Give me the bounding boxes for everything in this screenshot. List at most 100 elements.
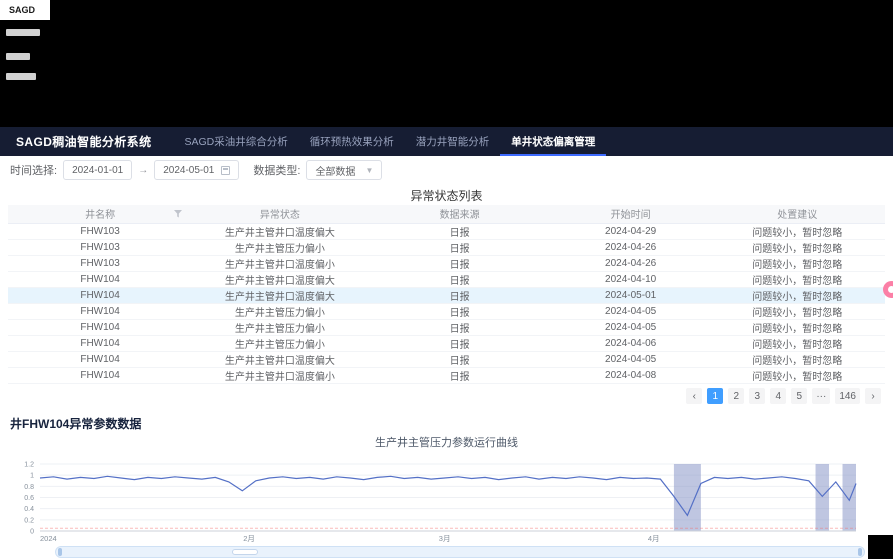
data-type-select[interactable]: 全部数据 ▼ — [306, 160, 382, 180]
table-cell: 生产井主管井口温度偏大 — [192, 271, 367, 287]
table-cell: 日报 — [368, 303, 552, 319]
table-row[interactable]: FHW104生产井主管压力偏小日报2024-04-05问题较小，暂时忽略 — [8, 303, 885, 319]
page-button[interactable]: 4 — [770, 388, 786, 404]
table-cell: 2024-04-05 — [552, 303, 710, 319]
page-button[interactable]: 5 — [791, 388, 807, 404]
table-cell: FHW104 — [8, 335, 192, 351]
column-header: 开始时间 — [552, 205, 710, 223]
table-cell: FHW104 — [8, 351, 192, 367]
prev-page-button[interactable]: ‹ — [686, 388, 702, 404]
floating-action-badge[interactable] — [883, 281, 893, 298]
table-cell: 问题较小，暂时忽略 — [710, 287, 885, 303]
svg-text:0.8: 0.8 — [24, 484, 34, 491]
top-navbar: SAGD稠油智能分析系统 SAGD采油井综合分析循环预热效果分析潜力井智能分析单… — [0, 127, 893, 156]
svg-text:2024: 2024 — [40, 534, 57, 543]
table-cell: FHW104 — [8, 319, 192, 335]
svg-text:1: 1 — [30, 473, 34, 480]
table-row[interactable]: FHW103生产井主管压力偏小日报2024-04-26问题较小，暂时忽略 — [8, 239, 885, 255]
pressure-series-line — [40, 476, 856, 515]
table-cell: 问题较小，暂时忽略 — [710, 335, 885, 351]
table-row[interactable]: FHW104生产井主管井口温度偏小日报2024-04-08问题较小，暂时忽略 — [8, 367, 885, 383]
table-cell: FHW104 — [8, 303, 192, 319]
nav-tab[interactable]: SAGD采油井综合分析 — [173, 127, 298, 156]
table-cell: 问题较小，暂时忽略 — [710, 223, 885, 239]
time-filter-label: 时间选择: — [10, 162, 57, 178]
table-cell: 问题较小，暂时忽略 — [710, 271, 885, 287]
table-row[interactable]: FHW104生产井主管压力偏小日报2024-04-05问题较小，暂时忽略 — [8, 319, 885, 335]
section-title: 井FHW104异常参数数据 — [10, 415, 141, 432]
zoom-handle-right[interactable] — [858, 548, 862, 556]
table-row[interactable]: FHW103生产井主管井口温度偏小日报2024-04-26问题较小，暂时忽略 — [8, 255, 885, 271]
table-cell: 日报 — [368, 367, 552, 383]
svg-text:2月: 2月 — [243, 534, 255, 543]
nav-tab[interactable]: 循环预热效果分析 — [299, 127, 405, 156]
text-artifact — [6, 53, 30, 60]
letterbox-corner — [868, 535, 893, 559]
table-row[interactable]: FHW104生产井主管压力偏小日报2024-04-06问题较小，暂时忽略 — [8, 335, 885, 351]
column-header: 处置建议 — [710, 205, 885, 223]
next-page-button[interactable]: › — [865, 388, 881, 404]
chevron-down-icon: ▼ — [365, 166, 373, 175]
table-cell: 日报 — [368, 223, 552, 239]
page-button[interactable]: 2 — [728, 388, 744, 404]
table-cell: 生产井主管压力偏小 — [192, 335, 367, 351]
table-cell: 生产井主管压力偏小 — [192, 239, 367, 255]
zoom-handle-left[interactable] — [58, 548, 62, 556]
chart-zoom-slider[interactable] — [55, 546, 865, 558]
svg-text:0: 0 — [30, 529, 34, 536]
table-row[interactable]: FHW104生产井主管井口温度偏大日报2024-04-10问题较小，暂时忽略 — [8, 271, 885, 287]
table-cell: 日报 — [368, 335, 552, 351]
nav-tab[interactable]: 单井状态偏离管理 — [500, 127, 606, 156]
column-header: 井名称 — [8, 205, 192, 223]
text-artifact — [6, 29, 40, 36]
table-cell: 2024-04-26 — [552, 239, 710, 255]
nav-tabs: SAGD采油井综合分析循环预热效果分析潜力井智能分析单井状态偏离管理 — [173, 127, 606, 156]
table-cell: 问题较小，暂时忽略 — [710, 319, 885, 335]
table-cell: 日报 — [368, 255, 552, 271]
column-header: 数据来源 — [368, 205, 552, 223]
table-header-row: 井名称异常状态数据来源开始时间处置建议 — [8, 205, 885, 223]
text-artifact — [6, 73, 36, 80]
page-button[interactable]: 146 — [835, 388, 860, 404]
table-cell: 2024-04-06 — [552, 335, 710, 351]
badge-dot-icon — [888, 286, 893, 293]
table-cell: 问题较小，暂时忽略 — [710, 351, 885, 367]
chart-title: 生产井主管压力参数运行曲线 — [0, 434, 893, 450]
date-range-end-input[interactable]: 2024-05-01 — [154, 160, 239, 180]
table-row[interactable]: FHW104生产井主管井口温度偏大日报2024-05-01问题较小，暂时忽略 — [8, 287, 885, 303]
table-cell: 日报 — [368, 351, 552, 367]
pagination: ‹ 12345 ··· 146 › — [686, 388, 881, 404]
app-title: SAGD稠油智能分析系统 — [16, 133, 151, 150]
date-range-separator: → — [138, 165, 148, 176]
table-cell: 日报 — [368, 319, 552, 335]
table-cell: 生产井主管井口温度偏小 — [192, 367, 367, 383]
table-cell: 生产井主管井口温度偏大 — [192, 287, 367, 303]
page-button[interactable]: 1 — [707, 388, 723, 404]
table-cell: 生产井主管井口温度偏大 — [192, 351, 367, 367]
svg-text:0.2: 0.2 — [24, 517, 34, 524]
table-row[interactable]: FHW103生产井主管井口温度偏大日报2024-04-29问题较小，暂时忽略 — [8, 223, 885, 239]
date-range-start-input[interactable]: 2024-01-01 — [63, 160, 132, 180]
calendar-icon — [221, 166, 230, 175]
svg-text:3月: 3月 — [439, 534, 451, 543]
table-cell: 问题较小，暂时忽略 — [710, 303, 885, 319]
nav-tab[interactable]: 潜力井智能分析 — [405, 127, 501, 156]
table-cell: 2024-04-05 — [552, 319, 710, 335]
svg-text:1.2: 1.2 — [24, 462, 34, 469]
zoom-grip[interactable] — [232, 549, 258, 555]
table-cell: FHW104 — [8, 367, 192, 383]
date-start-value: 2024-01-01 — [72, 165, 123, 176]
filter-icon[interactable] — [174, 210, 182, 218]
table-cell: 2024-04-08 — [552, 367, 710, 383]
table-cell: FHW103 — [8, 239, 192, 255]
page-button[interactable]: 3 — [749, 388, 765, 404]
screen: SAGD SAGD稠油智能分析系统 SAGD采油井综合分析循环预热效果分析潜力井… — [0, 0, 893, 559]
table-cell: 生产井主管井口温度偏小 — [192, 255, 367, 271]
page-ellipsis[interactable]: ··· — [812, 388, 830, 404]
table-row[interactable]: FHW104生产井主管井口温度偏大日报2024-04-05问题较小，暂时忽略 — [8, 351, 885, 367]
column-header: 异常状态 — [192, 205, 367, 223]
table-cell: FHW103 — [8, 255, 192, 271]
svg-text:0.6: 0.6 — [24, 495, 34, 502]
table-cell: 生产井主管井口温度偏大 — [192, 223, 367, 239]
table-cell: 2024-04-29 — [552, 223, 710, 239]
